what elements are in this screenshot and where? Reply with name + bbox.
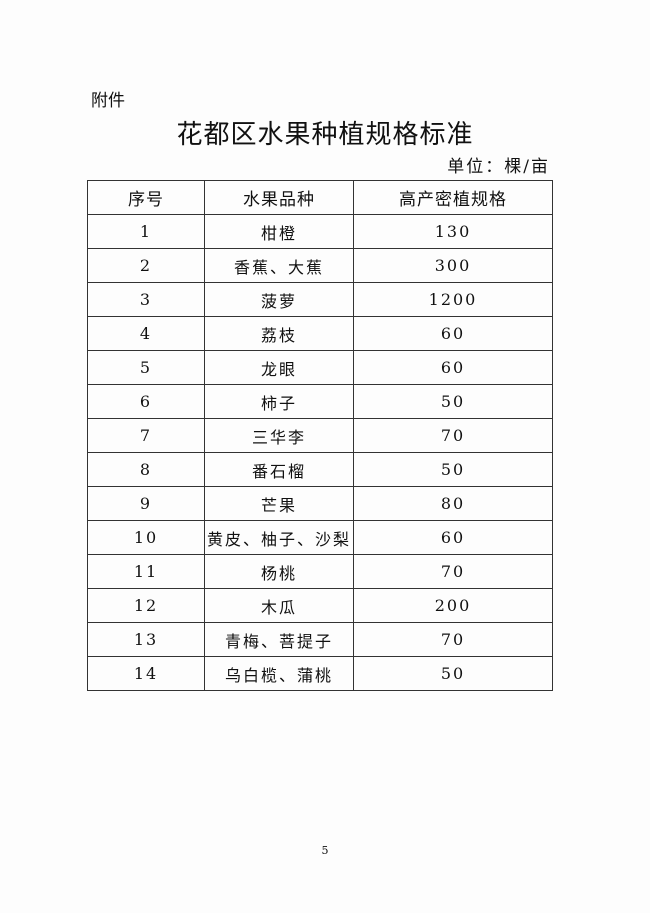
fruit-spec-table: 序号 水果品种 高产密植规格 1 柑橙 130 2 香蕉、大蕉 300 3 菠萝 1200 4 荔枝… [87,180,553,691]
table-row: 6 柿子 50 [87,384,553,419]
cell-variety: 三华李 [204,418,354,453]
cell-index: 2 [87,248,205,283]
header-variety: 水果品种 [204,180,354,215]
table-header-row: 序号 水果品种 高产密植规格 [87,180,553,215]
cell-spec: 70 [353,418,553,453]
cell-variety: 香蕉、大蕉 [204,248,354,283]
cell-variety: 荔枝 [204,316,354,351]
table-row: 8 番石榴 50 [87,452,553,487]
cell-index: 4 [87,316,205,351]
attachment-label: 附件 [91,91,125,111]
cell-spec: 130 [353,214,553,249]
unit-label: 单位：棵/亩 [447,157,550,177]
cell-variety: 杨桃 [204,554,354,589]
cell-index: 3 [87,282,205,317]
cell-spec: 70 [353,622,553,657]
cell-index: 8 [87,452,205,487]
table-row: 14 乌白榄、蒲桃 50 [87,656,553,691]
table-row: 13 青梅、菩提子 70 [87,622,553,657]
table-row: 12 木瓜 200 [87,588,553,623]
header-spec: 高产密植规格 [353,180,553,215]
cell-spec: 50 [353,452,553,487]
cell-spec: 50 [353,656,553,691]
table-row: 3 菠萝 1200 [87,282,553,317]
cell-index: 13 [87,622,205,657]
table-row: 4 荔枝 60 [87,316,553,351]
cell-variety: 芒果 [204,486,354,521]
cell-spec: 50 [353,384,553,419]
cell-spec: 70 [353,554,553,589]
cell-index: 12 [87,588,205,623]
cell-index: 11 [87,554,205,589]
cell-spec: 60 [353,350,553,385]
cell-index: 1 [87,214,205,249]
cell-variety: 龙眼 [204,350,354,385]
page-number: 5 [321,844,329,857]
cell-spec: 200 [353,588,553,623]
cell-variety: 番石榴 [204,452,354,487]
table-row: 7 三华李 70 [87,418,553,453]
cell-index: 14 [87,656,205,691]
cell-index: 5 [87,350,205,385]
cell-index: 7 [87,418,205,453]
table-row: 5 龙眼 60 [87,350,553,385]
cell-index: 6 [87,384,205,419]
cell-variety: 菠萝 [204,282,354,317]
cell-variety: 柑橙 [204,214,354,249]
cell-variety: 黄皮、柚子、沙梨 [204,520,354,555]
cell-spec: 300 [353,248,553,283]
page-title: 花都区水果种植规格标准 [176,120,474,150]
cell-index: 10 [87,520,205,555]
cell-spec: 80 [353,486,553,521]
table-row: 11 杨桃 70 [87,554,553,589]
cell-spec: 60 [353,520,553,555]
cell-spec: 1200 [353,282,553,317]
cell-variety: 柿子 [204,384,354,419]
cell-variety: 乌白榄、蒲桃 [204,656,354,691]
table-row: 1 柑橙 130 [87,214,553,249]
table-row: 2 香蕉、大蕉 300 [87,248,553,283]
table-row: 9 芒果 80 [87,486,553,521]
cell-variety: 木瓜 [204,588,354,623]
table-row: 10 黄皮、柚子、沙梨 60 [87,520,553,555]
cell-index: 9 [87,486,205,521]
header-index: 序号 [87,180,205,215]
cell-spec: 60 [353,316,553,351]
cell-variety: 青梅、菩提子 [204,622,354,657]
